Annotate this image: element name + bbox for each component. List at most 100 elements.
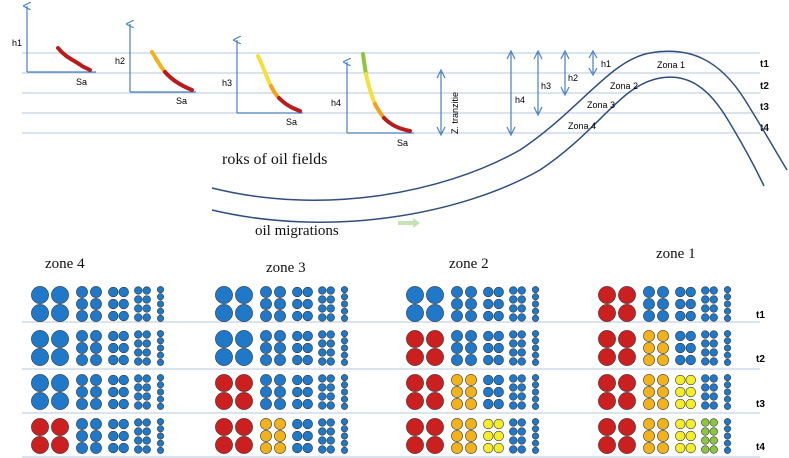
zona-3-label: Zona 3 <box>587 100 615 110</box>
cluster-zone3-t4-2 <box>260 418 286 454</box>
cluster-zone1-t4-1 <box>598 418 636 454</box>
cluster-zone1-t3-1 <box>598 374 636 410</box>
time-label-t2: t2 <box>760 81 769 92</box>
right-h1-label: h1 <box>601 59 611 69</box>
cluster-zone2-t1-4 <box>509 286 526 322</box>
cluster-zone2-t1-2 <box>451 286 477 322</box>
cluster-zone4-t2-3 <box>108 330 129 366</box>
cluster-zone1-t4-4 <box>701 418 718 454</box>
cluster-zone3-t2-3 <box>292 330 313 366</box>
migration-label: oil migrations <box>255 223 339 239</box>
right-h2-label: h2 <box>568 73 578 83</box>
cluster-zone4-t1-1 <box>31 286 69 322</box>
chart-2-x-label: Sa <box>176 96 187 106</box>
cluster-zone3-t4-4 <box>318 418 335 454</box>
cluster-zone2-t3-1 <box>406 374 444 410</box>
cluster-zone3-t3-3 <box>292 374 313 410</box>
cluster-zone3-t2-5 <box>340 330 348 366</box>
cluster-zone4-t1-4 <box>134 286 151 322</box>
cluster-zone2-t2-2 <box>451 330 477 366</box>
cluster-zone1-t3-2 <box>643 374 669 410</box>
cluster-zone3-t4-5 <box>340 418 348 454</box>
cluster-zone3-t1-2 <box>260 286 286 322</box>
cluster-zone1-t3-5 <box>723 374 731 410</box>
cluster-zone2-t3-2 <box>451 374 477 410</box>
grid-lines <box>22 321 760 458</box>
cluster-zone3-t1-4 <box>318 286 335 322</box>
cluster-zone4-t3-1 <box>31 374 69 410</box>
cluster-zone1-t1-4 <box>701 286 718 322</box>
cluster-zone1-t3-3 <box>675 374 696 410</box>
cluster-zone1-t4-2 <box>643 418 669 454</box>
cluster-zone2-t4-1 <box>406 418 444 454</box>
cluster-zone2-t1-1 <box>406 286 444 322</box>
chart-2-h-label: h2 <box>115 56 125 66</box>
cluster-zone3-t4-3 <box>292 418 313 454</box>
chart-3-x-label: Sa <box>286 117 297 127</box>
cluster-zone3-t1-1 <box>215 286 253 322</box>
cluster-zone3-t3-5 <box>340 374 348 410</box>
cluster-zone4-t1-3 <box>108 286 129 322</box>
zona-4-label: Zona 4 <box>568 121 596 131</box>
cluster-zone3-t1-5 <box>340 286 348 322</box>
zona-2-label: Zona 2 <box>610 81 638 91</box>
cluster-zone4-t4-1 <box>31 418 69 454</box>
right-h3-label: h3 <box>541 81 551 91</box>
cluster-zone2-t2-5 <box>531 330 539 366</box>
transition-zone-arrow: Z. tranzitie <box>436 68 460 137</box>
grid-time-label-t1: t1 <box>756 310 765 321</box>
cluster-zone1-t1-5 <box>723 286 731 322</box>
roks-label: roks of oil fields <box>222 151 327 168</box>
grid-time-label-t4: t4 <box>756 442 765 453</box>
cluster-zone2-t1-5 <box>531 286 539 322</box>
cluster-zone1-t2-1 <box>598 330 636 366</box>
cluster-zone3-t4-1 <box>215 418 253 454</box>
cluster-zone3-t1-3 <box>292 286 313 322</box>
cluster-zone1-t2-5 <box>723 330 731 366</box>
transition-zone-label: Z. tranzitie <box>450 92 460 134</box>
cluster-zone4-t3-3 <box>108 374 129 410</box>
cluster-zone2-t3-4 <box>509 374 526 410</box>
cluster-zone3-t2-2 <box>260 330 286 366</box>
cluster-zone4-t1-5 <box>157 286 165 322</box>
zone-4-title: zone 4 <box>45 256 85 272</box>
fluid-cluster-grid <box>31 286 731 454</box>
cluster-zone1-t1-2 <box>643 286 669 322</box>
time-lines <box>22 52 760 134</box>
cluster-zone2-t3-5 <box>531 374 539 410</box>
cluster-zone2-t2-1 <box>406 330 444 366</box>
right-h4-label: h4 <box>515 95 525 105</box>
right-h-markers: h4 h3 h2 h1 <box>506 49 611 137</box>
cluster-zone4-t4-3 <box>108 418 129 454</box>
cluster-zone4-t4-4 <box>134 418 151 454</box>
cluster-zone2-t4-3 <box>483 418 504 454</box>
cluster-zone1-t1-1 <box>598 286 636 322</box>
cluster-zone4-t3-5 <box>157 374 165 410</box>
cluster-zone1-t4-3 <box>675 418 696 454</box>
saturation-chart-1: h1 Sa <box>12 6 96 87</box>
cluster-zone4-t1-2 <box>76 286 102 322</box>
cluster-zone3-t2-4 <box>318 330 335 366</box>
time-label-t4: t4 <box>760 123 769 134</box>
cluster-zone1-t2-4 <box>701 330 718 366</box>
cluster-zone4-t2-4 <box>134 330 151 366</box>
cluster-zone2-t4-4 <box>509 418 526 454</box>
chart-3-h-label: h3 <box>222 78 232 88</box>
chart-4-h-label: h4 <box>331 98 341 108</box>
cluster-zone1-t3-4 <box>701 374 718 410</box>
cluster-zone2-t3-3 <box>483 374 504 410</box>
cluster-zone1-t4-5 <box>723 418 731 454</box>
grid-time-label-t3: t3 <box>756 399 765 410</box>
time-label-t1: t1 <box>760 59 769 70</box>
chart-4-x-label: Sa <box>397 138 408 148</box>
zone-2-title: zone 2 <box>449 256 489 272</box>
cluster-zone1-t1-3 <box>675 286 696 322</box>
saturation-chart-4: h4 Sa <box>331 52 414 148</box>
time-label-t3: t3 <box>760 102 769 113</box>
saturation-chart-3: h3 Sa <box>222 40 303 127</box>
cluster-zone2-t4-5 <box>531 418 539 454</box>
chart-1-h-label: h1 <box>12 38 22 48</box>
zone-3-title: zone 3 <box>266 260 306 276</box>
grid-time-label-t2: t2 <box>756 354 765 365</box>
cluster-zone3-t3-4 <box>318 374 335 410</box>
